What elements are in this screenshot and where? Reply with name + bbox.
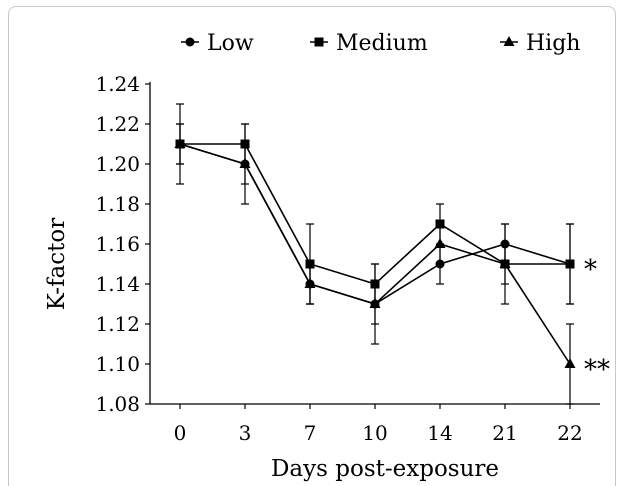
x-tick-label: 10 <box>362 421 387 445</box>
legend: Low Medium High <box>181 31 580 56</box>
y-tick-label: 1.16 <box>95 232 140 256</box>
data-point <box>434 238 446 248</box>
x-tick-label: 3 <box>239 421 252 445</box>
x-axis-title: Days post-exposure <box>271 456 499 482</box>
series-layer <box>174 103 576 405</box>
y-tick-label: 1.24 <box>95 72 140 96</box>
square-marker-icon <box>314 37 324 47</box>
y-tick-label: 1.18 <box>95 192 140 216</box>
data-point <box>564 358 576 368</box>
series-high <box>174 123 576 405</box>
y-axis-title: K-factor <box>44 218 70 310</box>
y-axis: 1.08 1.10 1.12 1.14 1.16 1.18 1.20 1.22 1.24 <box>95 72 151 416</box>
data-point <box>174 138 186 148</box>
legend-item-medium: Medium <box>310 31 428 56</box>
legend-label: Low <box>207 31 254 56</box>
figure-frame <box>8 6 616 486</box>
x-tick-label: 7 <box>304 421 317 445</box>
data-point <box>304 278 316 288</box>
legend-item-low: Low <box>181 31 254 56</box>
x-tick-label: 21 <box>492 421 517 445</box>
significance-mark: * <box>584 255 597 285</box>
y-tick-label: 1.14 <box>95 272 140 296</box>
y-tick-label: 1.08 <box>95 392 140 416</box>
x-tick-label: 14 <box>427 421 452 445</box>
legend-label: High <box>526 31 580 56</box>
triangle-marker-icon <box>503 36 515 46</box>
y-tick-label: 1.20 <box>95 152 140 176</box>
y-tick-label: 1.12 <box>95 312 140 336</box>
data-point <box>499 258 511 268</box>
legend-label: Medium <box>336 31 428 56</box>
x-tick-label: 0 <box>174 421 187 445</box>
annotations: *** <box>584 255 610 385</box>
x-tick-label: 22 <box>557 421 582 445</box>
series-line <box>180 143 570 285</box>
y-tick-label: 1.22 <box>95 112 140 136</box>
circle-marker-icon <box>185 37 195 47</box>
y-tick-label: 1.10 <box>95 352 140 376</box>
data-point <box>565 259 575 269</box>
x-axis: 0 3 7 10 14 21 22 <box>150 403 600 445</box>
data-point <box>369 298 381 308</box>
series-medium <box>175 123 575 305</box>
data-point <box>239 158 251 168</box>
legend-item-high: High <box>500 31 580 56</box>
significance-mark: ** <box>584 355 610 385</box>
